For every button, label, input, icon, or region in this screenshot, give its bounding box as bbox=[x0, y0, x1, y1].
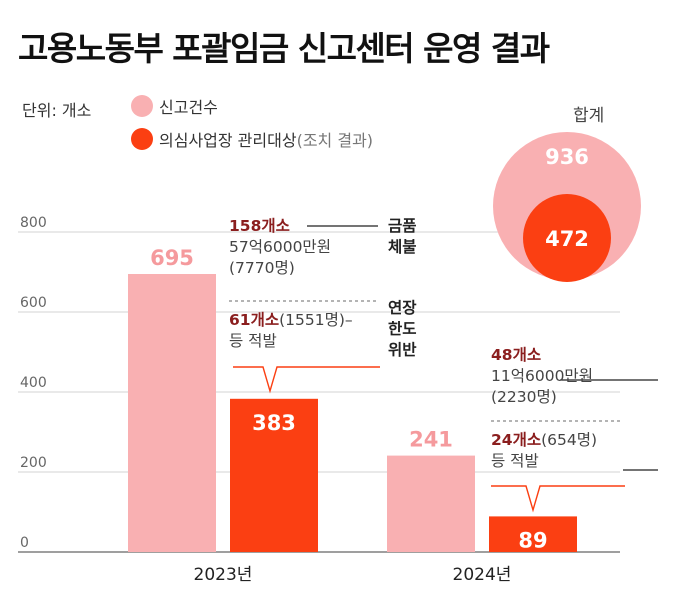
annotation-2024-violation-suffix: 등 적발 bbox=[491, 452, 539, 470]
y-tick-label: 200 bbox=[20, 455, 47, 471]
y-tick-label: 600 bbox=[20, 295, 47, 311]
bar-inspected bbox=[489, 516, 577, 552]
side-label-violation-line2: 한도 bbox=[388, 320, 417, 338]
callout-2024 bbox=[491, 485, 625, 513]
bar-reports bbox=[128, 274, 216, 552]
data-label: 695 bbox=[150, 246, 194, 270]
unit-label: 단위: 개소 bbox=[22, 101, 92, 120]
y-tick-label: 0 bbox=[20, 535, 29, 551]
x-category-label: 2023년 bbox=[194, 565, 253, 585]
data-label: 383 bbox=[252, 411, 296, 435]
legend-swatch-inspected bbox=[131, 128, 153, 150]
legend-label-inspected: 의심사업장 관리대상 bbox=[159, 131, 297, 150]
total-inspected-circle bbox=[523, 194, 611, 282]
annotation-2024-violation-count: 24개소 bbox=[491, 431, 542, 449]
annotation-2024-violation: 24개소(654명) 등 적발 bbox=[491, 430, 597, 472]
side-label-violation-line1: 연장 bbox=[388, 299, 417, 317]
x-category-label: 2024년 bbox=[453, 565, 512, 585]
callout-2023 bbox=[233, 366, 380, 394]
total-label: 합계 bbox=[573, 106, 605, 126]
y-tick-label: 400 bbox=[20, 375, 47, 391]
total-reports-value: 936 bbox=[545, 145, 589, 169]
side-label-wage-line2: 체불 bbox=[388, 238, 417, 256]
annotation-2023-violation-count: 61개소 bbox=[229, 311, 280, 329]
annotation-2024-wage: 48개소 11억6000만원 (2230명) bbox=[491, 345, 593, 408]
annotation-2024-wage-people: (2230명) bbox=[491, 388, 557, 406]
legend-label-reports: 신고건수 bbox=[159, 98, 218, 117]
annotation-2024-violation-people: (654명) bbox=[541, 431, 598, 449]
side-label-wage-line1: 금품 bbox=[388, 217, 417, 235]
annotation-2023-wage-count: 158개소 bbox=[229, 217, 290, 235]
annotation-2023-violation-people: (1551명)– bbox=[279, 311, 353, 329]
annotation-2023-violation: 61개소(1551명)– 등 적발 bbox=[229, 310, 353, 352]
annotation-2023-wage: 158개소 57억6000만원 (7770명) bbox=[229, 216, 331, 279]
legend-item-inspected: 의심사업장 관리대상 (조치 결과) bbox=[131, 127, 373, 151]
legend-label-inspected-note: (조치 결과) bbox=[296, 131, 374, 150]
side-label-violation: 연장 한도 위반 bbox=[388, 298, 417, 361]
total-inspected-value: 472 bbox=[545, 227, 589, 251]
chart-title: 고용노동부 포괄임금 신고센터 운영 결과 bbox=[18, 29, 550, 68]
annotation-2024-wage-count: 48개소 bbox=[491, 346, 542, 364]
bar-inspected bbox=[230, 398, 318, 552]
data-label: 89 bbox=[518, 528, 547, 552]
legend-item-reports: 신고건수 bbox=[131, 94, 218, 118]
bar-reports bbox=[387, 455, 475, 552]
annotation-2023-violation-suffix: 등 적발 bbox=[229, 332, 277, 350]
side-label-violation-line3: 위반 bbox=[388, 341, 417, 359]
y-tick-label: 800 bbox=[20, 215, 47, 231]
annotation-2023-wage-amount: 57억6000만원 bbox=[229, 238, 331, 256]
annotation-2024-wage-amount: 11억6000만원 bbox=[491, 367, 593, 385]
data-label: 241 bbox=[409, 428, 453, 452]
side-label-wage: 금품 체불 bbox=[388, 216, 417, 258]
legend-swatch-reports bbox=[131, 95, 153, 117]
annotation-2023-wage-people: (7770명) bbox=[229, 259, 295, 277]
